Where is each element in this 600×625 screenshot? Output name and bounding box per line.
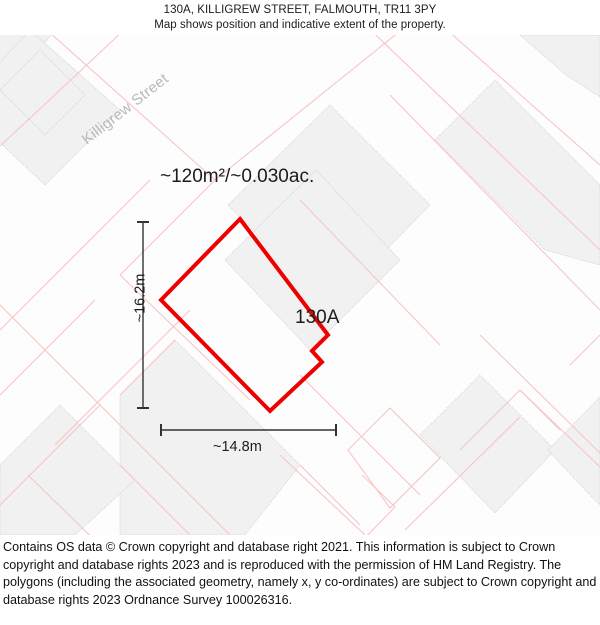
building-polygon: [0, 404, 136, 535]
parcel-line: [519, 389, 600, 468]
page-subtitle: Map shows position and indicative extent…: [154, 19, 446, 31]
building-polygon: [119, 339, 301, 535]
copyright-attribution: Contains OS data © Crown copyright and d…: [0, 535, 600, 610]
parcel-line: [404, 416, 521, 531]
parcel-line: [451, 35, 600, 166]
area-label: ~120m²/~0.030ac.: [160, 166, 315, 187]
building-polygon: [224, 169, 401, 351]
parcel-line: [569, 334, 600, 366]
building-polygon: [519, 35, 600, 98]
width-dimension-label: ~14.8m: [213, 439, 262, 455]
parcel-line: [0, 404, 101, 506]
parcel-line: [0, 35, 120, 148]
parcel-line: [361, 474, 396, 535]
building-footprints: [0, 35, 600, 535]
parcel-line: [214, 35, 397, 181]
parcel-line: [119, 274, 251, 401]
map-vector-layer: [0, 35, 600, 535]
parcel-boundary-lines: [0, 35, 600, 535]
plot-number-label: 130A: [295, 307, 340, 328]
parcel-line: [299, 464, 361, 526]
height-dimension-label: ~16.2m: [132, 273, 149, 323]
parcel-line: [375, 35, 600, 251]
parcel-line: [0, 179, 151, 331]
parcel-line: [389, 94, 600, 311]
property-extent-polygon[interactable]: [158, 215, 331, 414]
parcel-line: [299, 374, 421, 496]
map-canvas[interactable]: Killigrew Street ~120m²/~0.030ac. 130A ~…: [0, 35, 600, 535]
parcel-line: [119, 464, 191, 535]
parcel-line: [299, 199, 441, 346]
parcel-line: [479, 334, 600, 454]
parcel-line: [27, 474, 91, 535]
parcel-line: [0, 299, 96, 396]
page-title: 130A, KILLIGREW STREET, FALMOUTH, TR11 3…: [163, 4, 437, 16]
parcel-line: [279, 454, 366, 535]
parcel-line: [119, 339, 176, 396]
map-header: 130A, KILLIGREW STREET, FALMOUTH, TR11 3…: [0, 0, 600, 35]
building-polygon: [0, 49, 86, 136]
parcel-line: [54, 309, 191, 446]
building-polygon: [419, 374, 556, 514]
building-polygon: [434, 79, 600, 266]
dimension-bars: [137, 221, 337, 436]
parcel-line: [347, 407, 441, 509]
building-polygon: [547, 396, 600, 506]
